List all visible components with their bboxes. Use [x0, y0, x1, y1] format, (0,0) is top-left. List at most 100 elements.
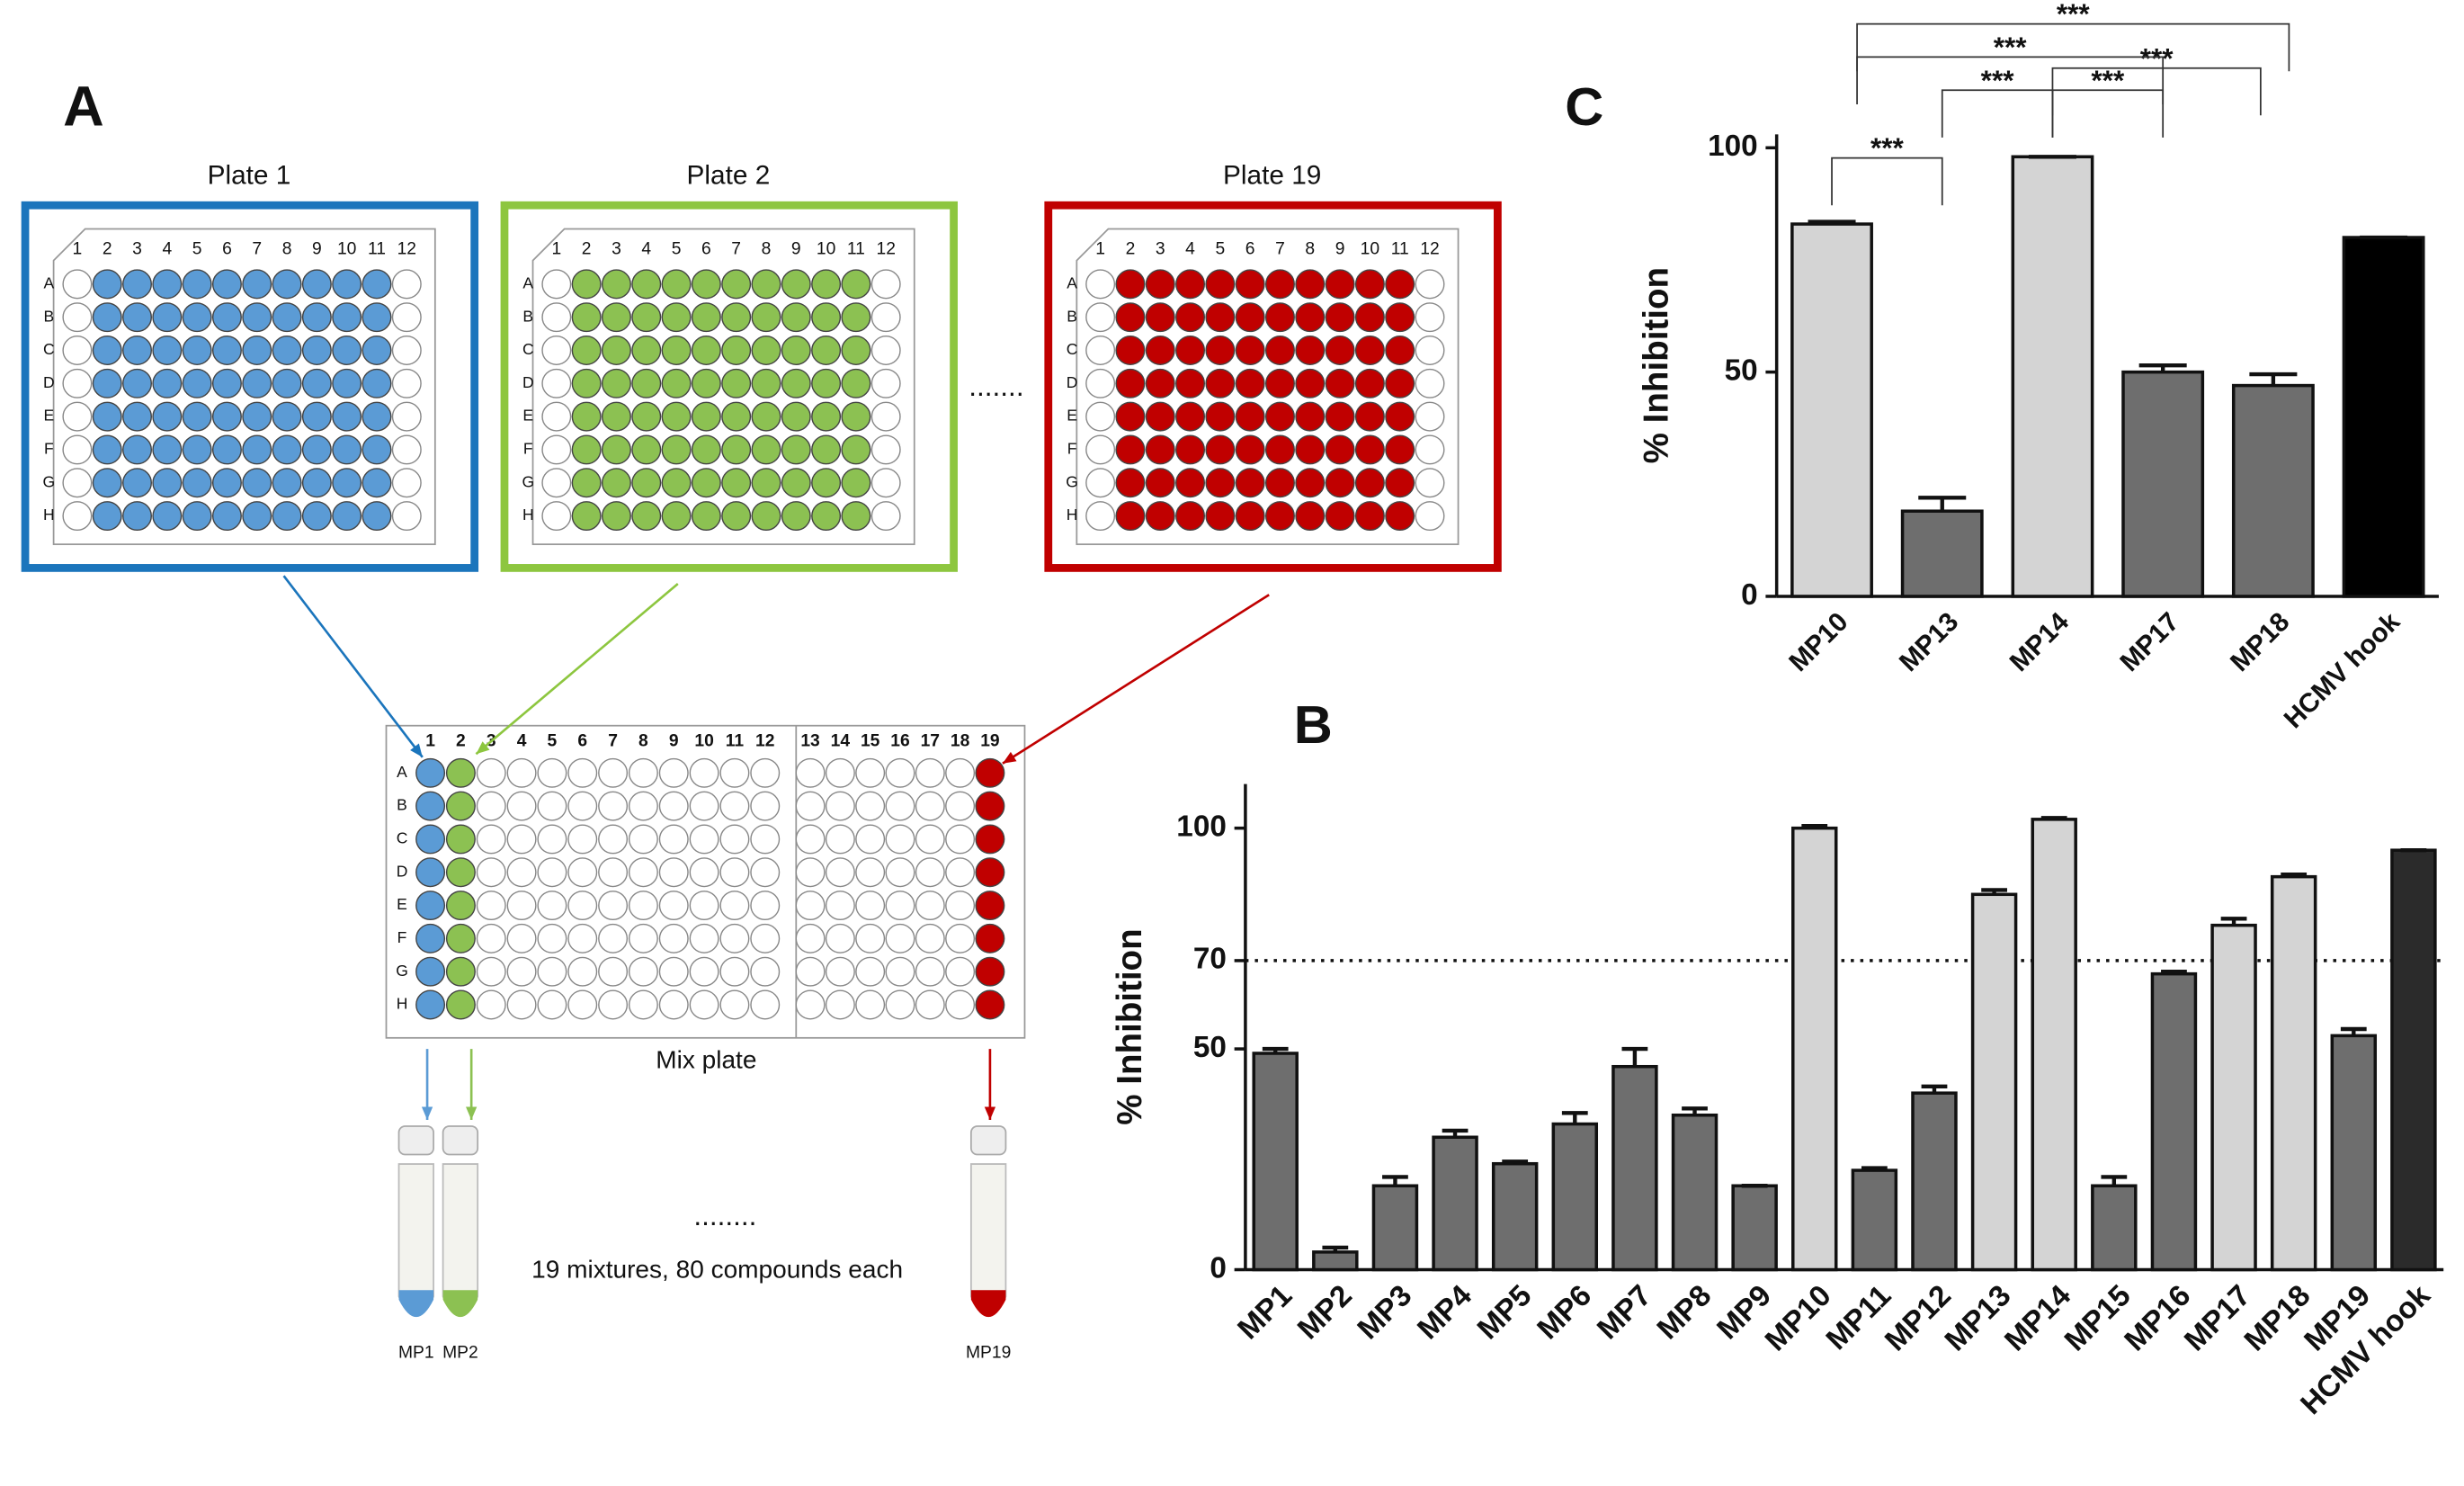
well [1115, 302, 1146, 333]
well [915, 791, 945, 821]
significance-label: *** [2057, 0, 2091, 30]
well [1415, 269, 1445, 300]
well [62, 368, 93, 398]
well [541, 368, 572, 398]
well [1325, 336, 1355, 365]
mix-plate-label: Mix plate [656, 1046, 756, 1074]
well [537, 757, 567, 788]
x-tick-label: MP6 [1531, 1279, 1599, 1347]
well [751, 269, 781, 300]
well [1175, 468, 1206, 498]
well [415, 989, 446, 1020]
well [658, 923, 689, 953]
well [1235, 269, 1265, 300]
well [122, 434, 152, 465]
column-label: 2 [1126, 239, 1136, 258]
well [628, 824, 658, 855]
well [721, 269, 752, 300]
well [870, 302, 901, 333]
well [301, 302, 332, 333]
well [721, 368, 752, 398]
well [242, 368, 272, 398]
well [1175, 269, 1206, 300]
well [689, 891, 719, 921]
panel-label: B [1294, 694, 1333, 755]
y-tick-label: 70 [1193, 943, 1227, 976]
well [841, 468, 871, 498]
well [795, 989, 826, 1020]
well [152, 302, 183, 333]
well [391, 336, 422, 365]
column-label: 10 [337, 239, 356, 258]
arrow [1002, 594, 1270, 765]
well [1145, 468, 1175, 498]
well [885, 891, 915, 921]
error-bar [1262, 1046, 1289, 1053]
error-bar [1682, 1106, 1708, 1115]
column-label: 6 [1245, 239, 1255, 258]
well [242, 401, 272, 432]
well [1085, 468, 1116, 498]
plate-title: Plate 19 [1223, 161, 1321, 191]
bar [2011, 155, 2094, 598]
well [915, 891, 945, 921]
well [182, 336, 212, 365]
significance-bracket [1856, 56, 2165, 105]
well [658, 824, 689, 855]
well [415, 824, 446, 855]
well [751, 501, 781, 532]
well [841, 302, 871, 333]
well [62, 269, 93, 300]
mix-column-label: 4 [517, 731, 527, 750]
well [751, 368, 781, 398]
error-bar [2138, 363, 2187, 372]
well [601, 434, 631, 465]
well [506, 923, 537, 953]
bar [1731, 1184, 1778, 1272]
well [506, 791, 537, 821]
well [92, 468, 122, 498]
well [445, 791, 476, 821]
well [885, 757, 915, 788]
x-tick-label: MP18 [2225, 607, 2295, 677]
bar [2150, 971, 2198, 1272]
well [152, 401, 183, 432]
well [567, 824, 598, 855]
well [92, 336, 122, 365]
well [719, 857, 750, 888]
well [332, 501, 362, 532]
well [855, 857, 886, 888]
well [1085, 368, 1116, 398]
significance-bracket [1831, 157, 1943, 206]
well [1115, 434, 1146, 465]
bar [1491, 1161, 1539, 1272]
well [721, 401, 752, 432]
well [1205, 302, 1236, 333]
bar [2091, 1184, 2138, 1272]
well [272, 336, 302, 365]
column-label: 12 [1420, 239, 1439, 258]
row-label: D [43, 373, 55, 391]
well [571, 368, 602, 398]
well [915, 956, 945, 987]
arrow [282, 575, 424, 758]
well [92, 302, 122, 333]
well [1205, 269, 1236, 300]
well [152, 368, 183, 398]
well [631, 368, 662, 398]
well [1115, 336, 1146, 365]
mix-column-label: 13 [800, 731, 820, 750]
well [825, 956, 855, 987]
well [631, 302, 662, 333]
column-label: 2 [103, 239, 112, 258]
well [811, 434, 842, 465]
x-tick-label: MP10 [1759, 1279, 1838, 1358]
well [537, 791, 567, 821]
well [945, 824, 976, 855]
well [1264, 468, 1295, 498]
row-label: G [43, 472, 56, 490]
well [476, 857, 506, 888]
well [841, 434, 871, 465]
well [1085, 434, 1116, 465]
